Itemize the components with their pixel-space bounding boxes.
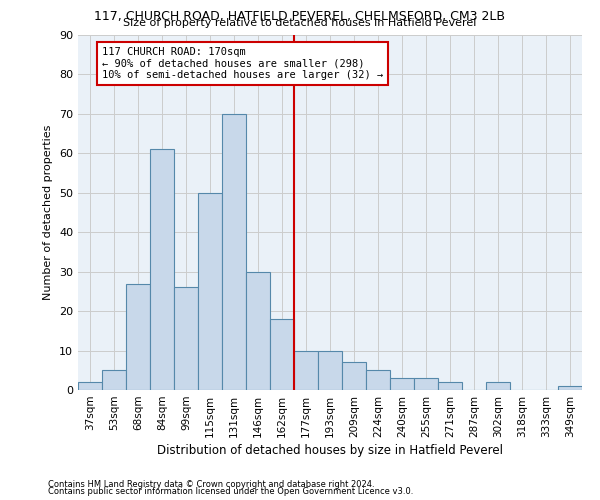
Bar: [366, 370, 390, 390]
Bar: [438, 382, 462, 390]
X-axis label: Distribution of detached houses by size in Hatfield Peverel: Distribution of detached houses by size …: [157, 444, 503, 457]
Text: 117 CHURCH ROAD: 170sqm
← 90% of detached houses are smaller (298)
10% of semi-d: 117 CHURCH ROAD: 170sqm ← 90% of detache…: [102, 47, 383, 80]
Bar: [222, 114, 246, 390]
Text: Contains public sector information licensed under the Open Government Licence v3: Contains public sector information licen…: [48, 487, 413, 496]
Bar: [150, 150, 174, 390]
Bar: [102, 370, 126, 390]
Bar: [78, 382, 102, 390]
Bar: [294, 350, 318, 390]
Bar: [198, 193, 222, 390]
Bar: [246, 272, 270, 390]
Bar: [318, 350, 342, 390]
Bar: [174, 288, 198, 390]
Text: Contains HM Land Registry data © Crown copyright and database right 2024.: Contains HM Land Registry data © Crown c…: [48, 480, 374, 489]
Bar: [558, 386, 582, 390]
Bar: [390, 378, 414, 390]
Bar: [126, 284, 150, 390]
Bar: [414, 378, 438, 390]
Y-axis label: Number of detached properties: Number of detached properties: [43, 125, 53, 300]
Text: 117, CHURCH ROAD, HATFIELD PEVEREL, CHELMSFORD, CM3 2LB: 117, CHURCH ROAD, HATFIELD PEVEREL, CHEL…: [95, 10, 505, 23]
Text: Size of property relative to detached houses in Hatfield Peverel: Size of property relative to detached ho…: [124, 18, 476, 28]
Bar: [486, 382, 510, 390]
Bar: [342, 362, 366, 390]
Bar: [270, 319, 294, 390]
